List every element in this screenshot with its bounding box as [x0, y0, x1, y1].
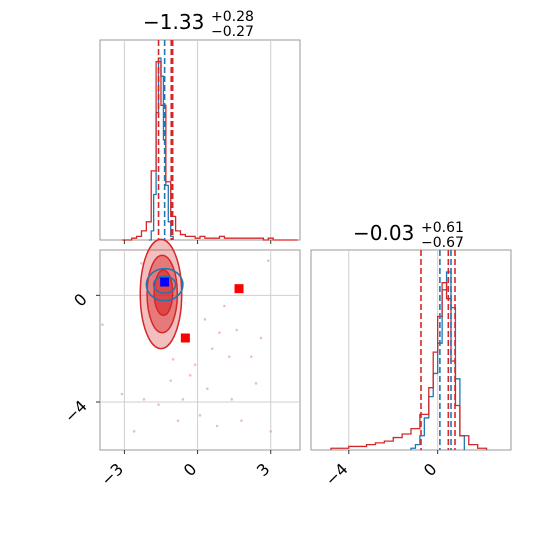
title-median-1: −0.03 — [353, 221, 414, 245]
blue-contour — [152, 275, 177, 294]
scatter-point — [215, 424, 219, 428]
scatter-point — [140, 262, 143, 265]
scatter-point — [206, 387, 209, 390]
red-square-marker — [180, 333, 190, 343]
hist-panel-1 — [330, 250, 488, 450]
scatter-point — [188, 374, 192, 377]
scatter-panel — [100, 238, 300, 450]
scatter-xtick-label: −3 — [97, 459, 127, 489]
scatter-point — [266, 259, 270, 262]
hist-1-series-1-step — [330, 282, 488, 450]
blue-square-marker — [160, 277, 170, 287]
hist-panel-0 — [121, 40, 298, 241]
scatter-ytick-label: 0 — [70, 290, 91, 311]
scatter-point — [101, 323, 104, 326]
title-minus-0: −0.27 — [211, 24, 254, 40]
title-minus-1: −0.67 — [421, 235, 464, 251]
hist-panel-0-frame — [99, 39, 301, 241]
title-median-0: −1.33 — [143, 10, 204, 34]
hist-1-xtick-label: −4 — [321, 459, 351, 489]
scatter-xtick-label: 0 — [180, 459, 201, 480]
blue-contour — [145, 267, 184, 302]
axes: −3 0 3 0 −4 −4 0 — [61, 240, 441, 490]
title-plus-1: +0.61 — [421, 220, 464, 236]
scatter-point — [210, 347, 214, 350]
scatter-point — [227, 355, 231, 358]
scatter-point — [240, 419, 243, 422]
scatter-point — [198, 414, 202, 417]
scatter-point — [193, 363, 197, 366]
scatter-point — [142, 398, 146, 401]
scatter-point — [223, 304, 226, 308]
scatter-point — [203, 318, 207, 321]
scatter-point — [259, 336, 263, 340]
scatter-ytick-label: −4 — [61, 396, 91, 426]
scatter-point — [181, 398, 185, 401]
scatter-point — [132, 430, 136, 433]
scatter-point — [171, 358, 175, 361]
hist-panel-0-title: −1.33 +0.28 −0.27 — [143, 9, 254, 40]
hist-panel-1-frame — [310, 249, 512, 451]
scatter-point — [120, 392, 124, 396]
scatter-point — [254, 382, 258, 385]
scatter-xtick-label: 3 — [253, 459, 274, 480]
scatter-point — [176, 419, 180, 422]
hist-0-series-1-step — [121, 60, 298, 241]
red-square-marker — [234, 284, 244, 294]
scatter-point — [157, 403, 160, 406]
hist-panel-1-title: −0.03 +0.61 −0.67 — [353, 220, 464, 251]
scatter-point — [235, 328, 238, 332]
hist-1-xtick-label: 0 — [420, 459, 441, 480]
scatter-point — [269, 430, 273, 433]
scatter-point — [230, 398, 234, 401]
scatter-point — [169, 379, 173, 382]
title-plus-0: +0.28 — [211, 9, 254, 25]
scatter-panel-frame — [99, 249, 301, 451]
scatter-point — [249, 355, 253, 358]
scatter-point — [218, 331, 221, 334]
